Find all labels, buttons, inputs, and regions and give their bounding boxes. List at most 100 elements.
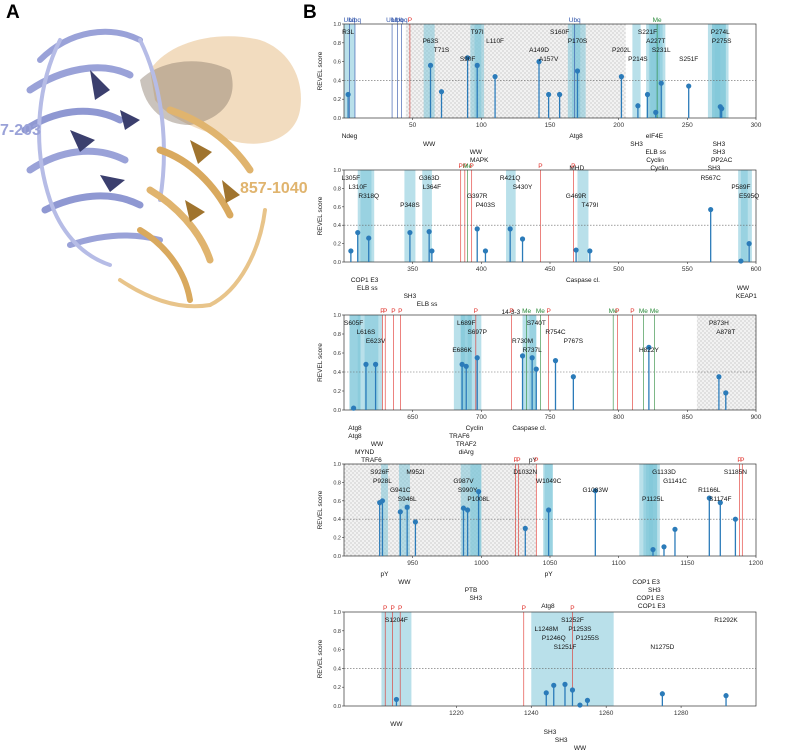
variant-label: P928L xyxy=(373,478,392,485)
domain-label: pY xyxy=(529,457,538,464)
variant-label: L110F xyxy=(486,38,504,45)
variant-point xyxy=(507,226,513,232)
ptm-label: P xyxy=(534,457,538,464)
ptm-label: P xyxy=(538,163,542,170)
variant-point xyxy=(463,363,469,369)
x-tick-label: 1200 xyxy=(749,560,764,567)
y-tick-label: 0.0 xyxy=(333,260,341,266)
variant-label: P348S xyxy=(400,202,420,209)
domain-label: eIF4E xyxy=(646,133,664,140)
y-tick-label: 0.6 xyxy=(333,60,341,66)
variant-point xyxy=(404,504,410,510)
variant-label: P1008L xyxy=(467,496,490,503)
y-axis-label: REVEL score xyxy=(317,343,324,382)
variant-point xyxy=(460,505,467,511)
variant-label: W1049C xyxy=(536,478,562,485)
x-tick-label: 250 xyxy=(682,122,693,129)
variant-point xyxy=(574,68,581,74)
variant-point xyxy=(557,91,563,98)
variant-point xyxy=(723,693,729,699)
y-tick-label: 0.0 xyxy=(333,704,341,710)
ptm-label: P xyxy=(630,308,634,315)
variant-point xyxy=(732,516,738,522)
ptm-label: P xyxy=(546,308,550,315)
variant-point xyxy=(355,229,361,236)
domain-label: COP1 E3 xyxy=(637,595,665,602)
variant-point xyxy=(363,361,369,367)
variant-label: N1275D xyxy=(650,644,674,651)
variant-point xyxy=(475,489,482,495)
variant-label: D1032N xyxy=(513,469,537,476)
variant-label: R318Q xyxy=(358,193,379,200)
variant-point xyxy=(719,106,725,112)
variant-point xyxy=(708,206,714,213)
variant-point xyxy=(577,702,583,708)
x-tick-label: 450 xyxy=(545,266,556,273)
variant-point xyxy=(407,229,413,236)
variant-point xyxy=(429,248,435,254)
variant-point xyxy=(717,500,723,506)
domain-label-left: 7-203 xyxy=(0,122,41,139)
ptm-label: Me xyxy=(653,17,662,24)
variant-label: P275S xyxy=(712,38,732,45)
variant-label: P403S xyxy=(476,202,496,209)
ptm-label: Me xyxy=(536,308,545,315)
domain-label: diArg xyxy=(459,449,475,456)
y-tick-label: 0.8 xyxy=(333,332,341,338)
domain-shade xyxy=(707,24,721,118)
domain-shade xyxy=(577,170,589,262)
variant-label: G1141C xyxy=(663,478,687,485)
variant-point xyxy=(706,495,712,501)
axes-frame xyxy=(343,611,757,707)
domain-label: ELB ss xyxy=(645,149,666,156)
domain-label: WW xyxy=(390,721,403,728)
chart-3: PP P P P P Me Me P MeP P Me Me0.00.20.40.60.81.0REV… xyxy=(317,308,762,464)
variant-label: S221F xyxy=(638,29,657,36)
y-tick-label: 0.2 xyxy=(333,389,341,395)
variant-label: E623V xyxy=(366,338,386,345)
domain-label: Caspase cl. xyxy=(512,425,546,432)
ptm-label: Me xyxy=(609,308,618,315)
domain-label: TRAF2 xyxy=(456,441,477,448)
domain-label: COP1 E3 xyxy=(632,579,660,586)
variant-point xyxy=(533,366,539,372)
surface-shadow xyxy=(140,61,233,125)
domain-shade xyxy=(460,315,472,410)
ptm-label: P xyxy=(408,17,412,24)
variant-point xyxy=(650,546,656,553)
variant-label: S430Y xyxy=(513,184,533,191)
y-tick-label: 0.6 xyxy=(333,205,341,211)
variant-label: P873H xyxy=(709,320,729,327)
y-tick-label: 0.2 xyxy=(333,536,341,542)
variant-label: L310F xyxy=(349,184,367,191)
domain-label: SH3 xyxy=(404,293,417,300)
x-tick-label: 500 xyxy=(613,266,624,273)
variant-label: L616S xyxy=(357,329,376,336)
x-tick-label: 1100 xyxy=(612,560,626,567)
variant-point xyxy=(738,258,744,264)
domain-label: Ndeg xyxy=(342,133,358,140)
y-tick-label: 0.8 xyxy=(333,629,341,635)
domain-label: SH3 xyxy=(713,149,726,156)
ptm-label: Ubq xyxy=(569,17,581,24)
ptm-label: P xyxy=(516,457,520,464)
ptm-label: Me xyxy=(639,308,648,315)
domain-label: Cyclin xyxy=(650,165,668,172)
domain-label: pY xyxy=(381,571,390,578)
domain-shade xyxy=(349,315,361,410)
domain-shade xyxy=(423,24,435,118)
domain-label: SH3 xyxy=(544,729,557,736)
variant-point xyxy=(397,509,403,515)
domain-shade xyxy=(474,24,485,118)
ptm-label: P xyxy=(470,163,474,170)
domain-shade xyxy=(646,464,658,556)
y-tick-label: 0.2 xyxy=(333,97,341,103)
variant-label: S90F xyxy=(460,56,476,63)
variant-label: P63S xyxy=(423,38,440,45)
variant-label: R421Q xyxy=(500,175,521,182)
variant-point xyxy=(570,374,576,380)
ptm-label: P xyxy=(474,308,478,315)
x-tick-label: 1260 xyxy=(599,710,614,717)
ptm-label: Ubq xyxy=(392,17,404,24)
variant-label: L305F xyxy=(342,175,360,182)
